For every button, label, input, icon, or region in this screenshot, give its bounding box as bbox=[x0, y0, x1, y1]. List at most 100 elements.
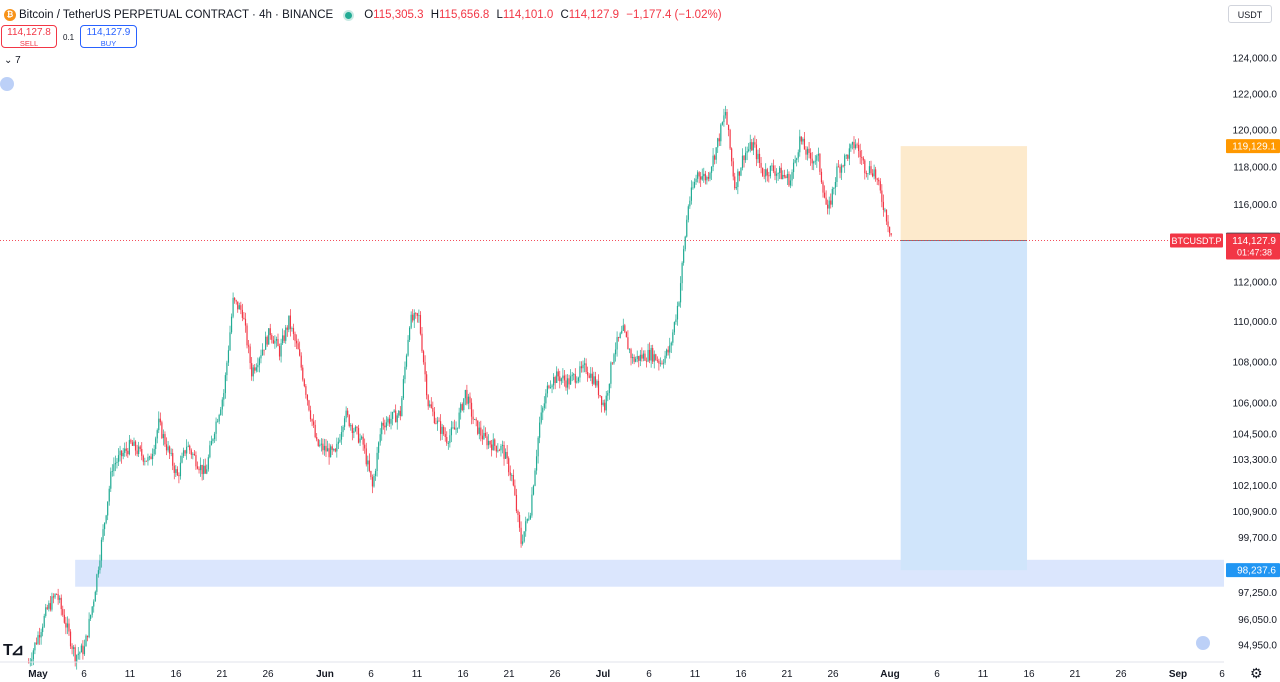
candle-body bbox=[38, 635, 41, 638]
candle-body bbox=[734, 176, 736, 189]
candle-body bbox=[644, 353, 646, 361]
candle-body bbox=[357, 428, 360, 443]
candle-body bbox=[799, 136, 801, 153]
candle-body bbox=[203, 465, 205, 475]
currency-selector[interactable]: USDT bbox=[1228, 5, 1272, 23]
chart-header: ₿ Bitcoin / TetherUS PERPETUAL CONTRACT … bbox=[0, 6, 726, 24]
gear-icon[interactable]: ⚙ bbox=[1250, 665, 1263, 681]
drawing-handle-icon[interactable] bbox=[1196, 636, 1210, 650]
candle-body bbox=[833, 187, 835, 189]
candle-body bbox=[387, 418, 389, 423]
candle-body bbox=[726, 111, 728, 125]
candle-body bbox=[463, 398, 465, 410]
candle-body bbox=[517, 510, 519, 515]
candle-body bbox=[556, 371, 558, 384]
candle-body bbox=[59, 597, 61, 600]
candle-body bbox=[277, 339, 279, 347]
candle-body bbox=[695, 178, 697, 183]
candle-body bbox=[522, 541, 524, 544]
candle-body bbox=[438, 420, 440, 422]
candle-body bbox=[314, 424, 316, 438]
candle-body bbox=[560, 378, 562, 382]
candle-body bbox=[582, 364, 584, 369]
candle-body bbox=[474, 419, 476, 420]
candle-body bbox=[571, 374, 573, 377]
candle-body bbox=[621, 330, 623, 334]
symbol-title[interactable]: Bitcoin / TetherUS PERPETUAL CONTRACT · … bbox=[19, 9, 334, 21]
price-label: 119,129.1 bbox=[1232, 142, 1276, 153]
candle-body bbox=[489, 440, 491, 445]
candle-countdown: 01:47:38 bbox=[1237, 247, 1272, 257]
candle-body bbox=[805, 149, 807, 155]
candle-body bbox=[302, 367, 304, 380]
candle-body bbox=[107, 501, 109, 516]
candle-body bbox=[201, 464, 203, 475]
candle-body bbox=[576, 381, 578, 383]
drawing-handle-icon[interactable] bbox=[0, 77, 14, 91]
candle-body bbox=[545, 393, 547, 404]
candle-body bbox=[879, 181, 881, 191]
candle-body bbox=[395, 410, 397, 423]
candle-body bbox=[93, 601, 95, 607]
candle-body bbox=[295, 340, 298, 344]
candle-body bbox=[367, 460, 369, 465]
candle-body bbox=[340, 432, 343, 440]
candle-body bbox=[882, 201, 884, 211]
candle-body bbox=[138, 446, 140, 454]
candle-body bbox=[65, 622, 67, 628]
x-tick-label: 11 bbox=[412, 669, 423, 680]
candle-body bbox=[330, 446, 332, 458]
candle-body bbox=[204, 465, 206, 474]
candle-body bbox=[251, 363, 253, 377]
candle-body bbox=[217, 421, 219, 423]
candle-body bbox=[407, 339, 409, 356]
candle-body bbox=[861, 157, 863, 158]
candle-body bbox=[230, 316, 233, 333]
candle-body bbox=[55, 594, 58, 595]
y-tick-label: 94,950.0 bbox=[1238, 641, 1277, 652]
ohlc-values: O115,305.3 H115,656.8 L114,101.0 C114,12… bbox=[364, 9, 722, 21]
sell-button[interactable]: 114,127.8 SELL bbox=[1, 25, 57, 48]
candle-body bbox=[619, 333, 621, 338]
candle-body bbox=[209, 445, 211, 458]
candle-body bbox=[119, 450, 121, 456]
candle-body bbox=[622, 325, 624, 331]
candle-body bbox=[505, 451, 507, 459]
candle-body bbox=[258, 358, 261, 366]
indicator-count: 7 bbox=[15, 55, 21, 66]
candle-body bbox=[546, 385, 549, 394]
candle-body bbox=[71, 646, 73, 649]
buy-button[interactable]: 114,127.9 BUY bbox=[80, 25, 137, 48]
candle-body bbox=[765, 169, 767, 177]
candle-body bbox=[591, 373, 593, 384]
candle-body bbox=[842, 165, 844, 167]
candle-body bbox=[593, 376, 595, 384]
candle-body bbox=[294, 333, 296, 341]
candle-body bbox=[450, 427, 453, 436]
candle-body bbox=[789, 180, 792, 186]
candle-body bbox=[791, 172, 793, 181]
indicators-toggle[interactable]: ⌄ 7 bbox=[4, 55, 21, 66]
candle-body bbox=[704, 173, 706, 181]
candle-body bbox=[638, 356, 640, 361]
candle-body bbox=[249, 346, 251, 364]
candle-body bbox=[514, 485, 516, 495]
candle-body bbox=[655, 354, 657, 361]
x-tick-label: 21 bbox=[781, 669, 793, 680]
candle-body bbox=[122, 452, 124, 457]
candle-body bbox=[35, 642, 38, 644]
candle-body bbox=[263, 349, 265, 351]
candle-body bbox=[167, 446, 169, 451]
x-tick-label: 6 bbox=[934, 669, 940, 680]
candle-body bbox=[611, 362, 614, 364]
candle-body bbox=[830, 200, 832, 205]
candle-body bbox=[170, 453, 172, 454]
candle-body bbox=[494, 439, 496, 446]
candle-body bbox=[427, 395, 429, 407]
candle-body bbox=[562, 375, 564, 379]
candle-body bbox=[446, 437, 448, 444]
candle-body bbox=[602, 402, 604, 405]
tradingview-logo[interactable]: T⊿ bbox=[3, 642, 24, 659]
candle-body bbox=[443, 426, 445, 435]
